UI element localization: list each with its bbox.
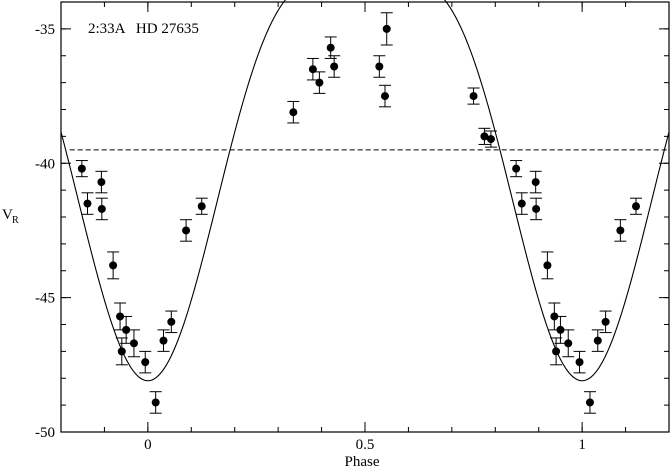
plot-frame (60, 1, 670, 433)
y-axis-label: V R (2, 207, 19, 226)
point-marker (550, 312, 559, 321)
data-point (380, 12, 393, 46)
data-point (180, 219, 193, 242)
point-marker (601, 317, 610, 326)
y-axis-label-subscript: R (12, 215, 19, 226)
point-marker (109, 261, 118, 270)
point-marker (512, 164, 521, 173)
data-point (562, 329, 575, 358)
point-marker (531, 178, 540, 187)
data-point (328, 55, 341, 78)
y-axis-label-main: V (2, 207, 13, 223)
point-marker (631, 202, 640, 211)
data-point (127, 329, 140, 358)
point-marker (77, 164, 86, 173)
data-point (591, 329, 604, 352)
data-point (467, 87, 480, 105)
x-axis-label: Phase (345, 454, 380, 468)
data-point (107, 251, 120, 280)
data-point (95, 170, 108, 194)
data-point (324, 36, 337, 59)
data-point (139, 350, 152, 374)
data-point (614, 219, 627, 242)
data-point (573, 350, 586, 374)
data-point (95, 197, 108, 221)
point-marker (117, 347, 126, 356)
point-marker (564, 339, 573, 348)
data-point (75, 160, 88, 178)
data-point (541, 251, 554, 280)
point-marker (375, 62, 384, 71)
point-marker (289, 108, 298, 117)
data-point (510, 160, 523, 178)
axis-ticks (60, 1, 670, 433)
point-marker (552, 347, 561, 356)
point-marker (122, 325, 131, 334)
point-marker (197, 202, 206, 211)
point-marker (575, 358, 584, 367)
point-marker (382, 24, 391, 33)
data-point (157, 329, 170, 352)
point-marker (151, 398, 160, 407)
point-marker (469, 92, 478, 101)
data-point (478, 127, 491, 145)
data-point (195, 197, 208, 215)
point-marker (585, 398, 594, 407)
point-marker (616, 226, 625, 235)
data-point (378, 84, 391, 108)
point-marker (83, 199, 92, 208)
point-marker (97, 178, 106, 187)
x-tick-label: 0 (144, 437, 152, 453)
point-marker (517, 199, 526, 208)
point-marker (308, 65, 317, 74)
x-tick-label: 1 (578, 437, 586, 453)
orbit-fit-curve (60, 0, 670, 382)
point-marker (182, 226, 191, 235)
point-marker (159, 336, 168, 345)
point-marker (480, 132, 489, 141)
y-tick-label: -35 (35, 22, 55, 38)
data-point (313, 71, 326, 94)
data-point (530, 197, 543, 221)
point-marker (486, 135, 495, 144)
data-points (75, 12, 642, 414)
point-marker (141, 358, 150, 367)
point-marker (593, 336, 602, 345)
point-marker (116, 312, 125, 321)
point-marker (129, 339, 138, 348)
point-marker (97, 204, 106, 213)
data-point (149, 391, 162, 414)
point-marker (330, 62, 339, 71)
tick-labels: 0 0.5 1 -35 -40 -45 -50 (35, 22, 586, 453)
y-tick-label: -50 (35, 425, 55, 441)
data-point (165, 310, 178, 334)
point-marker (380, 92, 389, 101)
y-tick-label: -40 (35, 156, 55, 172)
data-point (583, 391, 596, 414)
data-point (306, 57, 319, 81)
point-marker (315, 78, 324, 87)
data-point (629, 197, 642, 215)
data-point (81, 192, 94, 215)
point-marker (532, 204, 541, 213)
x-tick-label: 0.5 (356, 437, 375, 453)
point-marker (543, 261, 552, 270)
data-point (287, 100, 300, 124)
point-marker (167, 317, 176, 326)
point-marker (556, 325, 565, 334)
data-point (599, 310, 612, 334)
point-marker (326, 43, 335, 52)
data-point (484, 130, 497, 148)
data-point (529, 170, 542, 194)
y-tick-label: -45 (35, 291, 55, 307)
data-point (515, 192, 528, 215)
chart-annotation: 2:33A HD 27635 (88, 21, 199, 37)
data-point (114, 302, 127, 331)
data-point (373, 55, 386, 78)
